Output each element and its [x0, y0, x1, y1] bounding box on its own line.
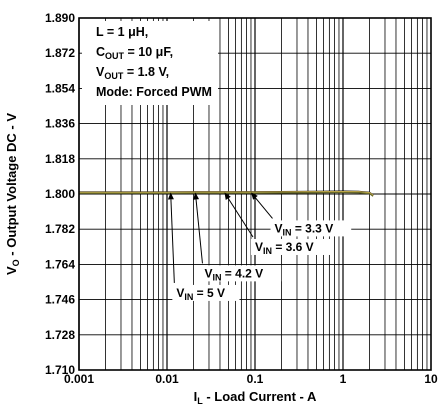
condition-line: VOUT = 1.8 V, [96, 65, 169, 81]
y-tick-label: 1.800 [45, 187, 75, 201]
x-tick-label: 10 [424, 372, 438, 386]
x-tick-labels: 0.001 0.01 0.1 1 10 [64, 372, 438, 386]
condition-line: Mode: Forced PWM [96, 85, 212, 99]
series-line [79, 191, 374, 197]
annotation-arrowhead [167, 192, 174, 200]
annotation-arrow-line [195, 199, 203, 264]
x-tick-label: 0.01 [155, 372, 179, 386]
condition-line: COUT = 10 μF, [96, 45, 173, 61]
annotation-arrow-line [255, 197, 273, 219]
x-tick-label: 0.1 [247, 372, 264, 386]
y-tick-label: 1.872 [45, 46, 75, 60]
annotation-label-bg [200, 265, 282, 282]
y-tick-label: 1.746 [45, 293, 75, 307]
annotation-label-bg [270, 220, 352, 237]
y-tick-label: 1.890 [45, 11, 75, 25]
y-tick-label: 1.836 [45, 117, 75, 131]
y-tick-label: 1.782 [45, 222, 75, 236]
annotation-label: VIN = 5 V [176, 286, 225, 302]
x-axis-title: IL - Load Current - A [194, 389, 317, 406]
annotation-label-bg [250, 238, 332, 255]
y-tick-label: 1.854 [45, 81, 75, 95]
y-tick-labels: 1.710 1.728 1.746 1.764 1.782 1.800 1.818 1.836… [45, 11, 75, 377]
plot-frame [78, 17, 432, 371]
conditions-background [82, 21, 218, 105]
x-tick-label: 1 [340, 372, 347, 386]
annotation-label-bg [172, 284, 240, 301]
annotation-label: VIN = 4.2 V [204, 266, 263, 282]
annotation-arrowhead [250, 192, 258, 200]
annotation-layer: VIN = 3.3 V VIN = 3.6 V VIN = 4.2 V VIN = 5… [167, 192, 352, 302]
annotation-arrow-line [170, 199, 175, 283]
annotation-arrowhead [224, 192, 231, 200]
series-layer [79, 190, 374, 197]
annotation-label: VIN = 3.3 V [274, 221, 333, 237]
annotation-arrowhead [193, 192, 200, 200]
annotation-arrow-line [227, 198, 254, 238]
y-tick-label: 1.710 [45, 363, 75, 377]
conditions-box: L = 1 μH, COUT = 10 μF, VOUT = 1.8 V, Mode:… [82, 21, 218, 105]
y-axis-title: VO - Output Voltage DC - V [4, 113, 21, 275]
y-tick-label: 1.764 [45, 257, 75, 271]
condition-line: L = 1 μH, [96, 25, 148, 39]
annotation-label: VIN = 3.6 V [255, 240, 314, 256]
y-tick-label: 1.818 [45, 152, 75, 166]
x-tick-label: 0.001 [64, 372, 94, 386]
y-tick-label: 1.728 [45, 328, 75, 342]
